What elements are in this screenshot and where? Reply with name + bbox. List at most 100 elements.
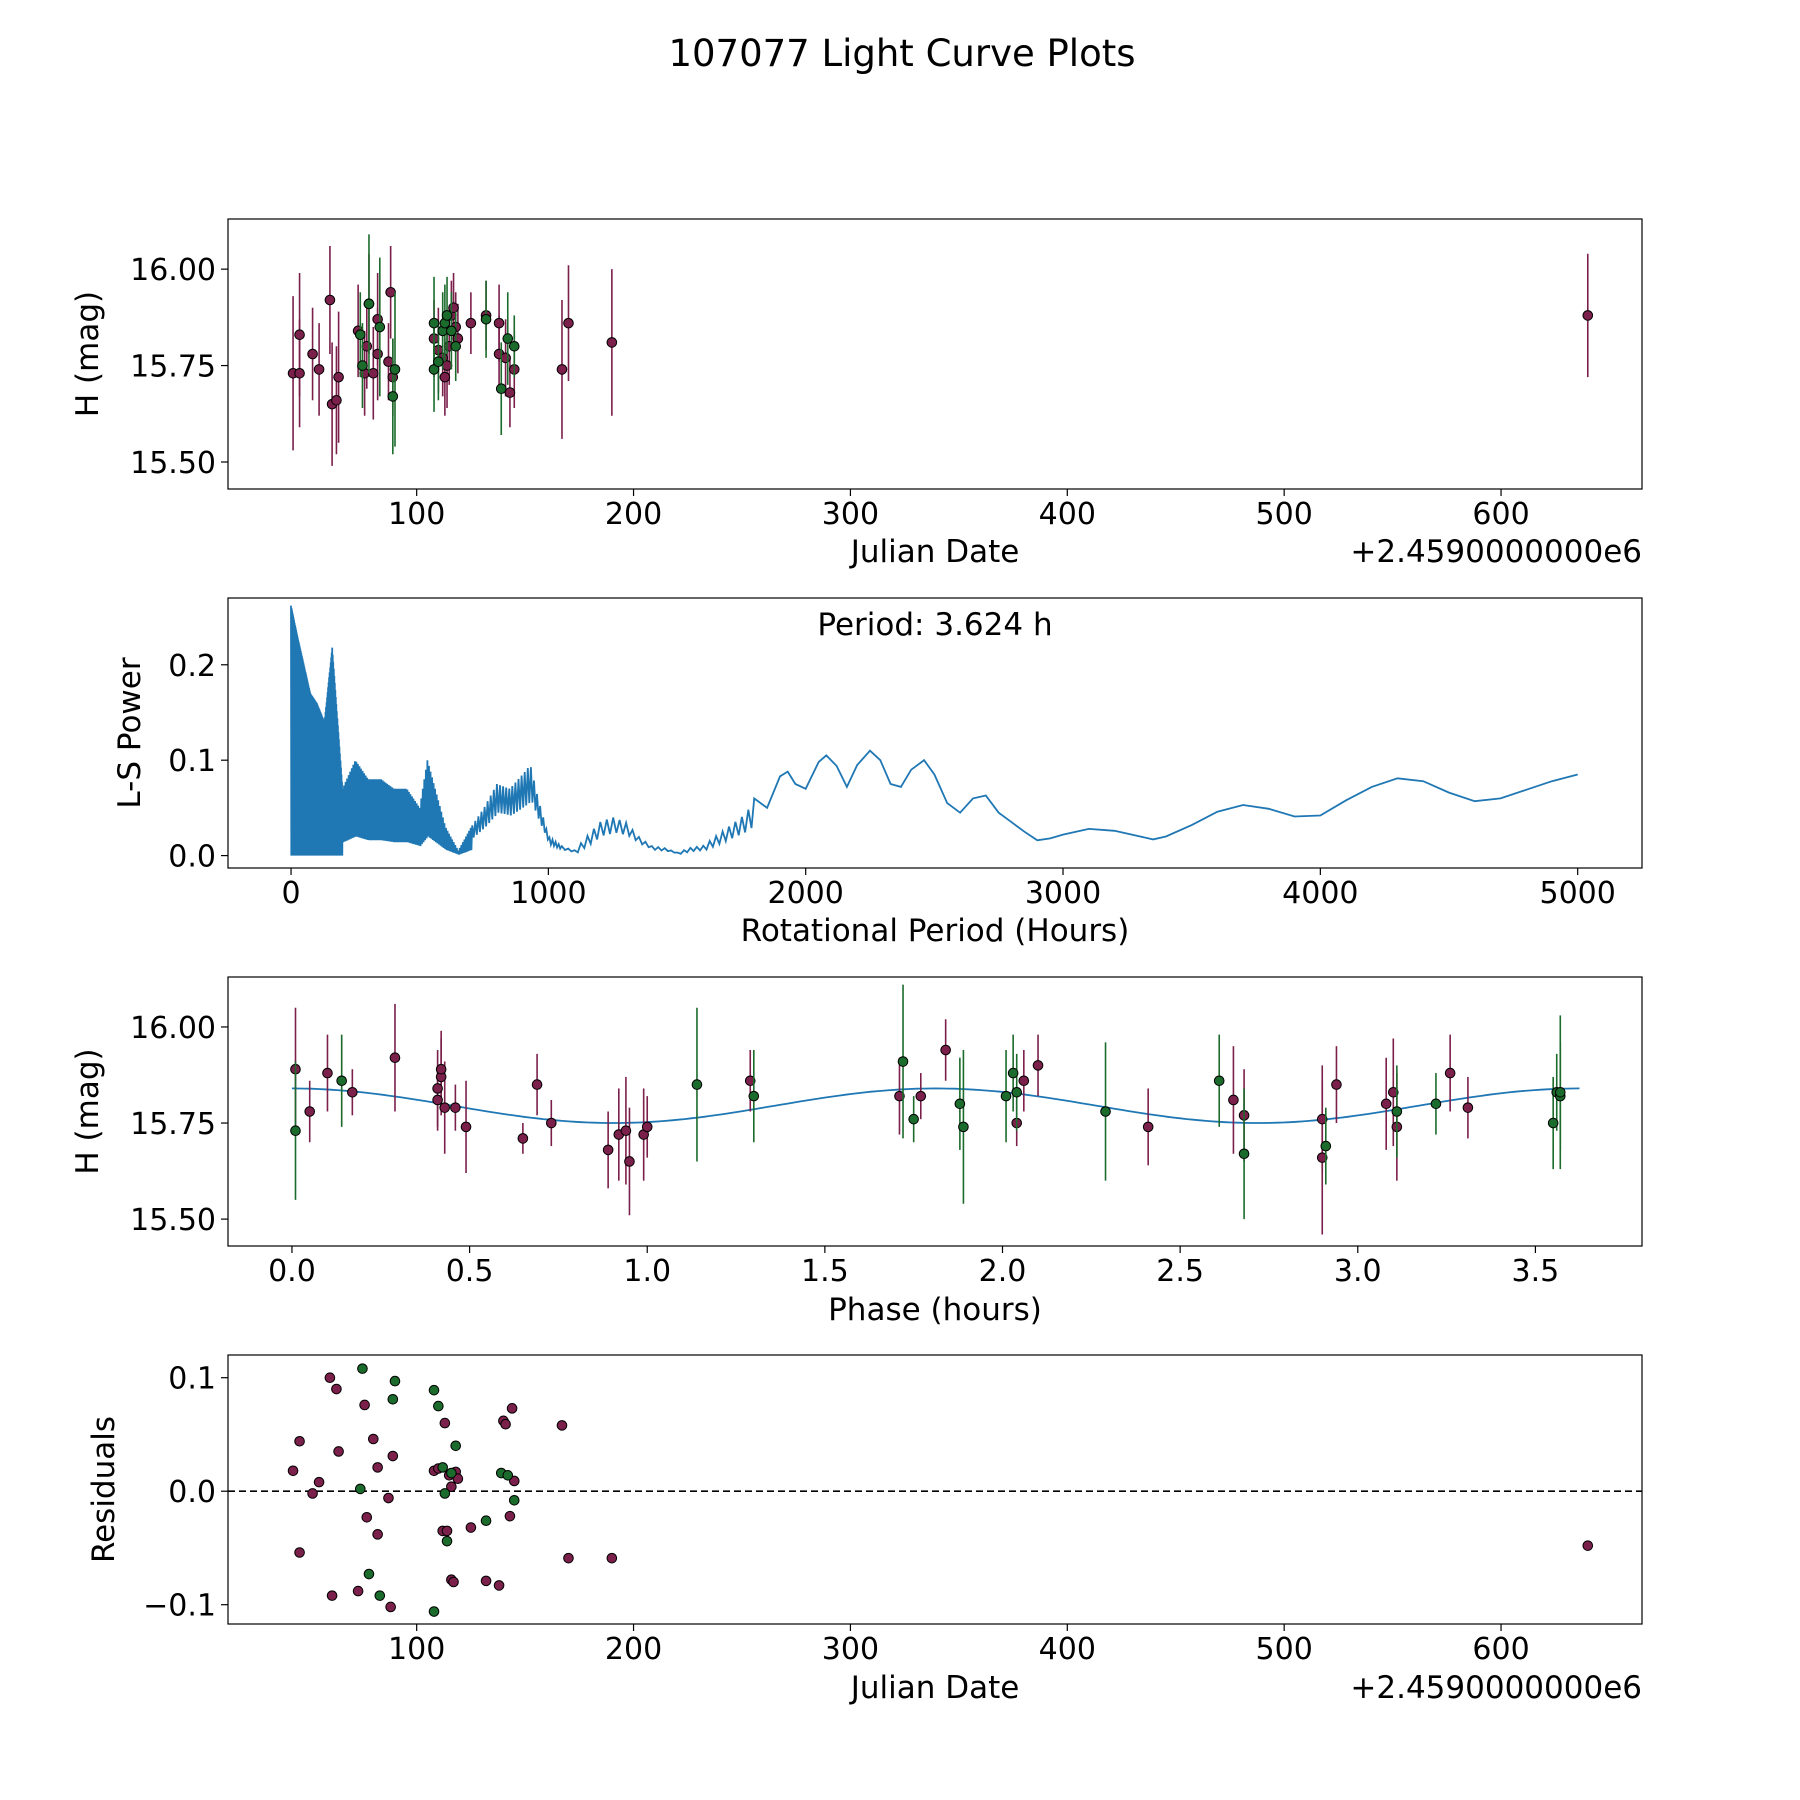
data-point xyxy=(439,1102,451,1113)
data-point xyxy=(363,298,375,310)
data-point xyxy=(359,1399,370,1411)
plot-frame xyxy=(227,597,1643,869)
ls-power-line xyxy=(290,605,1578,856)
data-point xyxy=(441,1525,453,1537)
data-point xyxy=(372,1529,383,1540)
data-point xyxy=(954,1098,966,1110)
x-axis-label: Rotational Period (Hours) xyxy=(741,913,1130,949)
data-point xyxy=(336,1075,347,1087)
data-point xyxy=(294,367,305,379)
data-point xyxy=(435,1063,447,1075)
data-point xyxy=(1011,1086,1023,1098)
x-tick-label: 2000 xyxy=(768,876,844,911)
x-tick-label: 2.5 xyxy=(1156,1254,1204,1289)
data-point xyxy=(352,1585,364,1597)
data-point xyxy=(290,1125,301,1137)
data-point xyxy=(1554,1086,1566,1098)
x-tick-label: 300 xyxy=(822,1632,879,1667)
x-tick-label: 0.5 xyxy=(446,1254,494,1289)
data-point xyxy=(546,1117,557,1129)
y-tick-label: 15.50 xyxy=(130,446,216,481)
x-tick-label: 100 xyxy=(388,1632,445,1667)
data-point xyxy=(387,1450,399,1462)
x-tick-label: 200 xyxy=(605,1632,662,1667)
data-point xyxy=(508,1494,520,1506)
data-point xyxy=(465,1522,477,1533)
data-point xyxy=(324,294,336,306)
data-point xyxy=(493,317,505,329)
x-offset-text: +2.4590000000e6 xyxy=(1350,534,1642,570)
phased-panel: 0.0 0.5 1.0 1.5 2.0 2.5 3.0 3.5 15.50 15.75 16.00 P… xyxy=(70,976,1643,1328)
data-point xyxy=(331,1383,342,1395)
x-tick-label: 4000 xyxy=(1282,876,1358,911)
data-point xyxy=(500,1418,511,1430)
data-point xyxy=(354,329,366,341)
periodogram-panel: 0 1000 2000 3000 4000 5000 0.0 0.1 0.2 Rotational… xyxy=(112,597,1643,949)
data-point xyxy=(294,329,305,341)
data-point xyxy=(322,1067,333,1079)
x-tick-label: 2.0 xyxy=(979,1254,1027,1289)
y-tick-label: 0.1 xyxy=(168,744,216,779)
data-point xyxy=(439,371,451,383)
data-point xyxy=(383,356,394,368)
data-point xyxy=(294,1547,305,1558)
data-point xyxy=(1582,1540,1594,1551)
data-point xyxy=(502,1470,514,1481)
data-point xyxy=(347,1086,358,1098)
data-point xyxy=(368,367,379,379)
plot-area xyxy=(228,1363,1642,1617)
x-tick-label: 3000 xyxy=(1025,876,1101,911)
data-point xyxy=(441,1535,453,1547)
data-point xyxy=(313,1476,325,1488)
data-point xyxy=(744,1075,756,1087)
data-point xyxy=(1142,1121,1154,1133)
data-point xyxy=(1462,1102,1474,1113)
data-point xyxy=(432,1094,443,1106)
plot-area xyxy=(290,984,1580,1235)
x-tick-label: 3.0 xyxy=(1334,1254,1382,1289)
plot-frame xyxy=(227,1354,1643,1625)
data-point xyxy=(324,1372,336,1384)
x-tick-label: 500 xyxy=(1256,497,1313,532)
data-point xyxy=(1331,1079,1342,1090)
x-tick-label: 600 xyxy=(1472,1632,1529,1667)
x-offset-text: +2.4590000000e6 xyxy=(1350,1670,1642,1706)
data-point xyxy=(624,1156,635,1167)
data-point xyxy=(504,1510,516,1522)
data-point xyxy=(450,1440,462,1452)
data-point xyxy=(450,1102,461,1113)
data-point xyxy=(531,1079,543,1090)
data-point xyxy=(508,340,520,352)
data-point xyxy=(556,1420,568,1431)
y-axis-label: L-S Power xyxy=(112,657,148,808)
x-tick-label: 300 xyxy=(822,497,879,532)
data-point xyxy=(433,356,444,368)
data-point xyxy=(287,1465,299,1477)
y-tick-label: 15.75 xyxy=(130,350,216,385)
data-point xyxy=(480,313,492,325)
data-point xyxy=(1316,1152,1328,1163)
data-point xyxy=(606,337,618,348)
data-point xyxy=(361,340,373,352)
data-point xyxy=(1430,1098,1442,1110)
data-point xyxy=(602,1144,614,1156)
x-tick-label: 1.0 xyxy=(623,1254,671,1289)
data-point xyxy=(331,394,342,406)
data-point xyxy=(432,1083,443,1094)
data-point xyxy=(333,371,344,383)
x-axis-label: Julian Date xyxy=(849,1670,1020,1706)
x-tick-label: 100 xyxy=(388,497,445,532)
data-point xyxy=(307,1488,318,1499)
period-annotation: Period: 3.624 h xyxy=(817,607,1052,643)
x-tick-label: 3.5 xyxy=(1512,1254,1560,1289)
data-point xyxy=(1032,1060,1044,1071)
lightcurve-panel: 100 200 300 400 500 600 15.50 15.75 16.00 Julian … xyxy=(70,218,1643,570)
data-point xyxy=(1582,310,1594,321)
data-point xyxy=(1100,1106,1111,1117)
data-point xyxy=(441,360,453,371)
data-point xyxy=(363,1568,375,1580)
data-point xyxy=(304,1106,316,1117)
data-point xyxy=(500,352,511,364)
data-point xyxy=(1391,1106,1403,1117)
model-fit-curve xyxy=(291,1087,1580,1124)
